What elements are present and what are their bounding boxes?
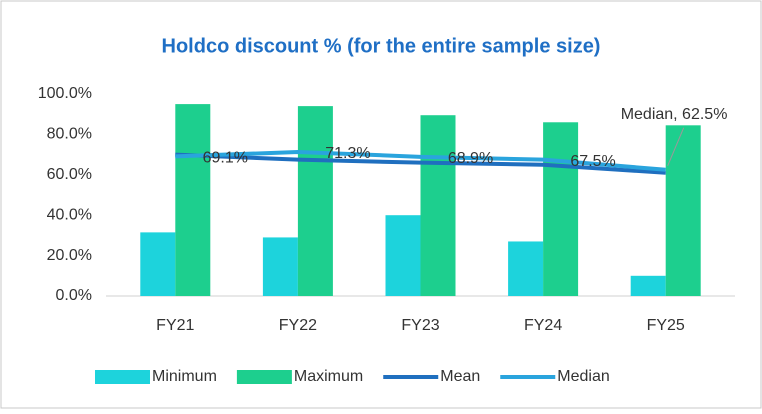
legend-label: Mean [440, 368, 480, 385]
y-tick-label: 80.0% [47, 126, 92, 143]
y-tick-label: 40.0% [47, 206, 92, 223]
data-label: 67.5% [570, 153, 615, 170]
legend-swatch [95, 370, 150, 384]
bar [665, 125, 701, 296]
data-label: Median, 62.5% [621, 106, 728, 123]
data-label: 68.9% [448, 150, 493, 167]
y-tick-label: 20.0% [47, 247, 92, 264]
legend-label: Maximum [294, 368, 363, 385]
data-label: 69.1% [203, 150, 248, 167]
data-label: 71.3% [325, 145, 370, 162]
bar [543, 122, 579, 296]
chart-title: Holdco discount % (for the entire sample… [162, 35, 601, 57]
line-series [175, 152, 666, 175]
legend-swatch [236, 370, 292, 384]
x-tick-label: FY21 [156, 317, 194, 334]
bar [140, 232, 176, 296]
leader-line [667, 127, 685, 166]
x-tick-label: FY22 [279, 317, 317, 334]
x-tick-label: FY23 [401, 317, 439, 334]
bar [262, 237, 298, 296]
bar [175, 104, 211, 296]
bar [630, 275, 666, 296]
bar [385, 215, 421, 296]
bar [297, 106, 333, 297]
y-tick-label: 100.0% [38, 85, 92, 102]
bar [420, 115, 456, 297]
y-tick-label: 0.0% [56, 287, 92, 304]
x-tick-label: FY25 [647, 317, 685, 334]
y-tick-label: 60.0% [47, 166, 92, 183]
line-series [175, 149, 666, 172]
legend-label: Minimum [152, 368, 217, 385]
bar [508, 241, 544, 296]
x-tick-label: FY24 [524, 317, 562, 334]
legend-label: Median [557, 368, 609, 385]
